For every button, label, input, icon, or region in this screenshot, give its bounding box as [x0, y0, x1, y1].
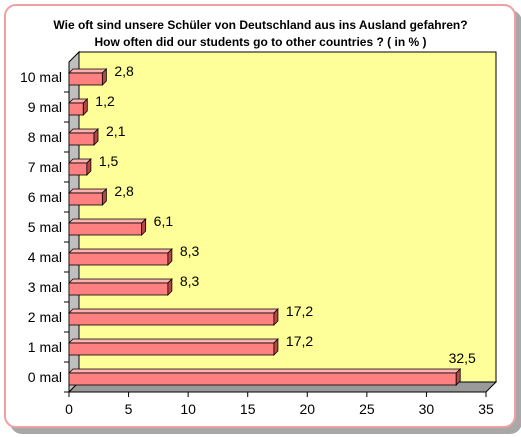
data-label: 1,2: [95, 93, 115, 109]
y-tick-label: 4 mal: [28, 249, 62, 265]
bar-top: [68, 128, 99, 134]
x-tick-label: 10: [180, 401, 196, 417]
data-label: 32,5: [449, 350, 476, 366]
data-label: 2,8: [114, 183, 134, 199]
bar: [68, 162, 88, 176]
x-tick-label: 15: [240, 401, 256, 417]
y-tick-label: 10 mal: [20, 69, 62, 85]
chart-title: Wie oft sind unsere Schüler von Deutschl…: [53, 18, 468, 32]
data-label: 8,3: [180, 243, 200, 259]
x-tick-label: 35: [478, 401, 494, 417]
y-tick-label: 8 mal: [28, 129, 62, 145]
bar-end: [167, 278, 173, 296]
x-tick-label: 0: [65, 401, 73, 417]
data-label: 17,2: [286, 303, 313, 319]
data-label: 2,1: [106, 123, 126, 139]
bar: [68, 192, 103, 206]
x-tick-label: 25: [359, 401, 375, 417]
y-tick-label: 7 mal: [28, 159, 62, 175]
bar-end: [93, 128, 99, 146]
chart-subtitle: How often did our students go to other c…: [94, 35, 427, 49]
bar-end: [82, 98, 88, 116]
data-label: 2,8: [114, 63, 134, 79]
bar: [68, 282, 169, 296]
bar-top: [68, 248, 173, 254]
y-tick-label: 1 mal: [28, 339, 62, 355]
bar-end: [455, 368, 461, 386]
data-label: 1,5: [99, 153, 119, 169]
data-label: 8,3: [180, 273, 200, 289]
data-label: 17,2: [286, 333, 313, 349]
bar-end: [86, 158, 92, 176]
bar: [68, 342, 275, 356]
y-tick-label: 5 mal: [28, 219, 62, 235]
bar-top: [68, 188, 108, 194]
bar-end: [273, 308, 279, 326]
y-tick-label: 9 mal: [28, 99, 62, 115]
bar: [68, 372, 457, 386]
bar-end: [273, 338, 279, 356]
bar-top: [68, 338, 279, 344]
bar: [68, 312, 275, 326]
bar-top: [68, 68, 108, 74]
y-tick-label: 2 mal: [28, 309, 62, 325]
bar-top: [68, 218, 147, 224]
y-tick-label: 3 mal: [28, 279, 62, 295]
x-tick-label: 30: [419, 401, 435, 417]
bar-end: [141, 218, 147, 236]
x-tick-label: 20: [299, 401, 315, 417]
bar: [68, 222, 143, 236]
bar: [68, 102, 84, 116]
x-tick-label: 5: [125, 401, 133, 417]
bar-top: [68, 278, 173, 284]
bar: [68, 132, 95, 146]
data-label: 6,1: [154, 213, 174, 229]
y-tick-label: 0 mal: [28, 369, 62, 385]
bar-top: [68, 308, 279, 314]
bar-end: [167, 248, 173, 266]
bar-end: [101, 188, 107, 206]
y-tick-label: 6 mal: [28, 189, 62, 205]
bar: [68, 252, 169, 266]
bar-top: [68, 368, 462, 374]
bar-end: [101, 68, 107, 86]
bar: [68, 72, 103, 86]
